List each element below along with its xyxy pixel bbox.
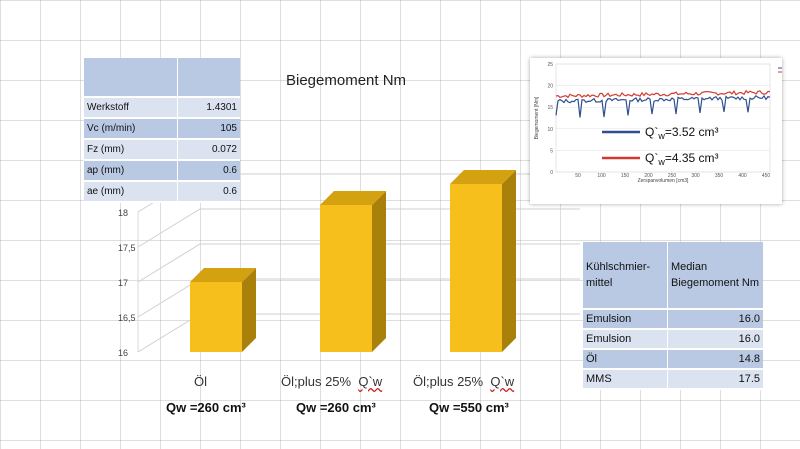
inset-y-tick: 15 (547, 105, 553, 111)
inset-x-tick: 200 (644, 173, 653, 179)
y-tick-label: 16 (118, 348, 128, 358)
inset-y-tick: 5 (550, 148, 553, 154)
legend-entry-blue: Q`w=3.52 cm³ (645, 125, 719, 141)
y-tick-label: 16,5 (118, 313, 136, 323)
median-header-left: Kühlschmier-mittel (583, 242, 668, 310)
param-row: ae (mm) 0.6 (84, 181, 240, 203)
inset-x-tick: 150 (621, 173, 630, 179)
qw-label: Qw =550 cm³ (429, 400, 509, 415)
inset-x-tick: 50 (575, 173, 581, 179)
inset-y-tick: 20 (547, 84, 553, 90)
param-row: Werkstoff 1.4301 (84, 97, 240, 119)
inset-x-tick: 450 (762, 173, 771, 179)
median-header-right: Median Biegemoment Nm (667, 242, 763, 310)
inset-x-axis-label: Zerspanvolumen [cm3] (638, 178, 689, 184)
qw-label: Qw =260 cm³ (296, 400, 376, 415)
category-label: Öl;plus 25% Q`w (413, 374, 515, 389)
inset-x-tick: 350 (715, 173, 724, 179)
inset-x-tick: 250 (668, 173, 677, 179)
y-tick-label: 17 (118, 278, 128, 288)
bar (190, 268, 256, 352)
qw-label: Qw =260 cm³ (166, 400, 246, 415)
inset-x-tick: 400 (738, 173, 747, 179)
param-row: Vc (m/min) 105 (84, 118, 240, 140)
inset-y-tick: 0 (550, 170, 553, 176)
inset-x-tick: 300 (691, 173, 700, 179)
param-row: Fz (mm) 0.072 (84, 139, 240, 161)
inset-x-tick: 100 (597, 173, 606, 179)
param-row: ap (mm) 0.6 (84, 160, 240, 182)
bars (190, 170, 516, 352)
y-ticks: 16 16,5 17 17,5 18 (118, 208, 136, 358)
bar (450, 170, 516, 352)
inset-y-tick: 10 (547, 127, 553, 133)
inset-y-axis-label: Biegemoment [Nm] (534, 96, 540, 139)
median-row: Öl 14.8 (583, 349, 763, 370)
median-row: MMS 17.5 (583, 369, 763, 390)
legend-entry-red: Q`w=4.35 cm³ (645, 151, 719, 167)
median-table: Kühlschmier-mittel Median Biegemoment Nm… (583, 242, 763, 390)
bar (320, 191, 386, 352)
category-label: Öl;plus 25% Q`w (281, 374, 383, 389)
parameter-table: Werkstoff 1.4301 Vc (m/min) 105 Fz (mm) 0.0… (84, 58, 240, 203)
chart-title: Biegemoment Nm (286, 72, 407, 89)
median-row: Emulsion 16.0 (583, 309, 763, 330)
inset-y-tick: 25 (547, 62, 553, 68)
category-label: Öl (194, 374, 207, 389)
y-tick-label: 17,5 (118, 243, 136, 253)
inset-line-chart: 25 20 15 10 5 0 50 100 150 200 250 300 350 400 450 Ze… (530, 58, 782, 204)
y-tick-label: 18 (118, 208, 128, 218)
median-row: Emulsion 16.0 (583, 329, 763, 350)
